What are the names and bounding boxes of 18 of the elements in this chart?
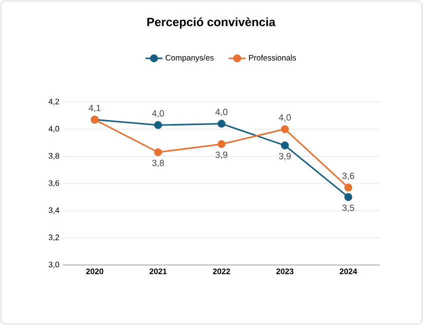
point — [344, 184, 352, 192]
data-label: 4,1 — [88, 104, 100, 112]
point — [154, 148, 162, 156]
point — [344, 193, 352, 202]
point — [280, 142, 289, 150]
data-label: 3,9 — [279, 152, 291, 160]
point — [218, 120, 226, 128]
data-label: 3,5 — [342, 204, 354, 212]
point — [154, 121, 162, 130]
data-label: 3,9 — [216, 152, 228, 160]
data-label: 3,8 — [152, 160, 164, 168]
data-label: 4,0 — [152, 110, 164, 118]
chart-title: Percepció convivència — [147, 17, 276, 29]
data-label: 3,6 — [342, 172, 354, 180]
data-label: 4,0 — [278, 114, 291, 122]
point — [280, 125, 289, 134]
data-label: 4,0 — [215, 108, 228, 116]
point — [218, 140, 226, 148]
